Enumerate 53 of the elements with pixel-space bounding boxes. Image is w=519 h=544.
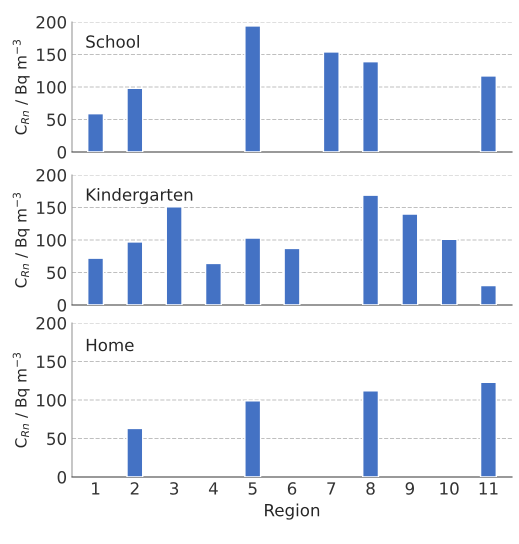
bar xyxy=(126,88,144,152)
x-tick-label: 5 xyxy=(248,482,257,495)
bar xyxy=(204,262,222,305)
x-tick-label: 8 xyxy=(366,482,375,495)
y-axis-title: C$_{Rn}$ / Bq m$^{−3}$ xyxy=(12,40,30,134)
annotation: School xyxy=(86,35,139,48)
bar xyxy=(480,382,497,477)
x-tick-label: 9 xyxy=(406,482,414,495)
x-axis-title: Region xyxy=(265,504,320,520)
y-tick-label: 0 xyxy=(58,470,66,484)
y-axis-title: C$_{Rn}$ / Bq m$^{−3}$ xyxy=(12,353,30,448)
bar xyxy=(362,390,380,477)
x-tick-label: 2 xyxy=(130,482,138,495)
y-tick-label: 150 xyxy=(37,355,66,368)
x-tick-label: 3 xyxy=(170,482,178,495)
y-axis-title: C$_{Rn}$ / Bq m$^{−3}$ xyxy=(12,193,30,288)
x-tick-label: 6 xyxy=(288,482,296,495)
x-tick-label: 11 xyxy=(480,482,498,495)
y-tick-label: 100 xyxy=(37,234,66,247)
bar xyxy=(244,25,262,152)
bar xyxy=(480,284,497,305)
y-tick-label: 50 xyxy=(47,432,66,446)
x-tick-label: 7 xyxy=(327,482,336,495)
bar xyxy=(244,400,262,477)
bar xyxy=(166,206,183,305)
bar xyxy=(87,258,104,305)
bar xyxy=(87,112,104,152)
x-tick-label: 10 xyxy=(440,482,459,495)
bar xyxy=(480,75,497,152)
bar xyxy=(440,238,458,305)
annotation: Kindergarten xyxy=(86,188,192,204)
y-tick-label: 150 xyxy=(37,48,66,62)
bar xyxy=(362,194,380,305)
y-tick-label: 50 xyxy=(47,266,66,280)
bar xyxy=(244,237,262,305)
x-tick-label: 1 xyxy=(92,482,100,495)
x-tick-label: 4 xyxy=(208,482,218,495)
y-tick-label: 100 xyxy=(37,394,66,407)
bar xyxy=(362,60,380,152)
bar xyxy=(283,248,301,305)
y-tick-label: 0 xyxy=(58,298,66,312)
bar xyxy=(126,241,144,305)
bar xyxy=(401,213,418,305)
y-tick-label: 200 xyxy=(36,316,66,330)
y-tick-label: 150 xyxy=(37,201,66,214)
bar xyxy=(126,428,144,477)
y-tick-label: 50 xyxy=(47,113,66,126)
y-tick-label: 200 xyxy=(36,168,66,182)
bar xyxy=(322,51,340,152)
y-tick-label: 200 xyxy=(36,16,66,29)
y-tick-label: 0 xyxy=(58,146,66,159)
y-tick-label: 100 xyxy=(37,80,66,94)
annotation: Home xyxy=(86,338,134,352)
